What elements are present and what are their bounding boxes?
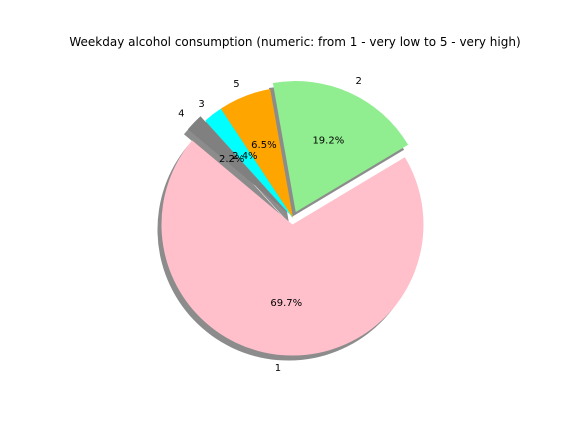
slice-label-4: 4 <box>178 108 184 119</box>
slice-percent-1: 69.7% <box>270 298 302 309</box>
slice-percent-2: 19.2% <box>312 136 344 147</box>
slice-percent-3: 2.4% <box>232 151 257 162</box>
pie-slice-3 <box>205 108 293 218</box>
pie-slice-4 <box>187 116 289 214</box>
slice-label-5: 5 <box>233 79 239 90</box>
slice-percent-4: 2.2% <box>219 154 244 165</box>
pie-slice-2 <box>272 81 409 213</box>
pie-slice-1 <box>161 140 424 356</box>
slice-label-3: 3 <box>198 99 204 110</box>
pie-slice-5 <box>220 89 293 218</box>
pie-slices <box>161 81 424 356</box>
chart-title: Weekday alcohol consumption (numeric: fr… <box>69 35 520 49</box>
slice-percent-5: 6.5% <box>251 140 276 151</box>
slice-label-2: 2 <box>356 76 362 87</box>
pie-labels: 1 69.7% 2 19.2% 5 6.5% 3 2.4% 4 2.2% <box>178 76 362 374</box>
slice-label-1: 1 <box>275 363 281 374</box>
